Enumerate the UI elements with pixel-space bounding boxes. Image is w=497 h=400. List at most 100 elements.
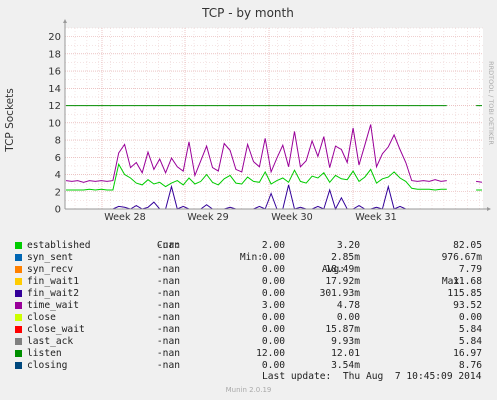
- y-tick-label: 4: [55, 170, 61, 181]
- legend-series-name: close: [27, 312, 56, 323]
- legend-min: 0.00: [261, 360, 285, 371]
- legend-swatch: [15, 266, 22, 273]
- legend-series-name: time_wait: [27, 300, 79, 311]
- legend-swatch: [15, 314, 22, 321]
- legend-max: 82.05: [453, 240, 482, 251]
- legend-min: 0.00: [261, 336, 285, 347]
- legend-max: 115.85: [447, 288, 482, 299]
- legend-header-cur: Cur:: [156, 240, 180, 251]
- chart-svg: 0 2 4 6 8 10 12 14 16 18 20 Week 28 Week 29 Week 30 We…: [4, 6, 495, 223]
- legend-min: 0.00: [261, 312, 285, 323]
- legend-series-name: closing: [27, 360, 68, 371]
- legend-swatch: [15, 338, 22, 345]
- legend-avg: 9.93m: [331, 336, 360, 347]
- legend-max: 5.84: [458, 324, 482, 335]
- y-tick-label: 16: [48, 67, 61, 78]
- legend-series-name: syn_recv: [27, 264, 74, 275]
- legend-row-established: established -nan 2.00 3.20 82.05: [0, 240, 497, 252]
- legend-swatch: [15, 290, 22, 297]
- series-line-time-wait: [65, 124, 483, 183]
- series-line-established: [66, 162, 482, 191]
- legend-swatch: [15, 326, 22, 333]
- legend-row-fin-wait2: fin_wait2 -nan 0.00 301.93m 115.85: [0, 288, 497, 300]
- legend-row-last-ack: last_ack -nan 0.00 9.93m 5.84: [0, 336, 497, 348]
- legend-row-time-wait: time_wait -nan 3.00 4.78 93.52: [0, 300, 497, 312]
- chart-title: TCP - by month: [201, 6, 294, 20]
- legend-max: 5.84: [458, 336, 482, 347]
- legend-series-name: fin_wait1: [27, 276, 79, 287]
- legend-min: 0.00: [261, 324, 285, 335]
- legend-row-syn-recv: syn_recv -nan 0.00 18.49m 7.79: [0, 264, 497, 276]
- x-tick-label: Week 31: [355, 212, 397, 223]
- x-tick-label: Week 29: [187, 212, 229, 223]
- legend-row-fin-wait1: fin_wait1 -nan 0.00 17.92m 11.68: [0, 276, 497, 288]
- legend-row-closing: closing -nan 0.00 3.54m 8.76: [0, 360, 497, 372]
- legend-row-close-wait: close_wait -nan 0.00 15.87m 5.84: [0, 324, 497, 336]
- legend-swatch: [15, 242, 22, 249]
- legend-max: 7.79: [458, 264, 482, 275]
- legend-header-max: Max:: [441, 276, 465, 287]
- legend-avg: 2.85m: [331, 252, 360, 263]
- legend-swatch: [15, 362, 22, 369]
- legend-avg: 12.01: [331, 348, 360, 359]
- y-axis-label: TCP Sockets: [4, 88, 16, 152]
- legend-series-name: close_wait: [27, 324, 85, 335]
- legend-avg: 3.20: [336, 240, 360, 251]
- rrdtool-watermark: RRDTOOL / TOBI OETIKER: [487, 61, 495, 145]
- legend-avg: 301.93m: [319, 288, 360, 299]
- legend-max: 93.52: [453, 300, 482, 311]
- legend-min: 2.00: [261, 240, 285, 251]
- legend-min: 0.00: [261, 264, 285, 275]
- legend-series-name: fin_wait2: [27, 288, 79, 299]
- y-tick-label: 8: [55, 136, 61, 147]
- y-tick-label: 0: [55, 205, 61, 216]
- legend-avg: 0.00: [336, 312, 360, 323]
- legend-cur: -nan: [156, 300, 180, 311]
- legend-cur: -nan: [156, 240, 180, 251]
- legend-max: 16.97: [453, 348, 482, 359]
- legend-header-min: Min:: [239, 252, 263, 263]
- legend-max: 8.76: [458, 360, 482, 371]
- legend-row-close: close -nan 0.00 0.00 0.00: [0, 312, 497, 324]
- last-update: Last update: Thu Aug 7 10:45:09 2014: [262, 371, 482, 382]
- x-tick-label: Week 30: [271, 212, 313, 223]
- munin-version: Munin 2.0.19: [225, 386, 272, 394]
- legend-avg: 4.78: [336, 300, 360, 311]
- y-tick-label: 6: [55, 153, 61, 164]
- legend-cur: -nan: [156, 324, 180, 335]
- legend-series-name: listen: [27, 348, 62, 359]
- legend-cur: -nan: [156, 336, 180, 347]
- legend-max: 976.67m: [441, 252, 482, 263]
- legend-row-listen: listen -nan 12.00 12.01 16.97: [0, 348, 497, 360]
- legend-avg: 18.49m: [325, 264, 360, 275]
- legend-cur: -nan: [156, 312, 180, 323]
- legend-min: 0.00: [261, 288, 285, 299]
- legend-avg: 15.87m: [325, 324, 360, 335]
- legend-avg: 17.92m: [325, 276, 360, 287]
- legend-cur: -nan: [156, 348, 180, 359]
- legend-min: 0.00: [261, 252, 285, 263]
- legend-swatch: [15, 254, 22, 261]
- legend-series-name: established: [27, 240, 91, 251]
- legend-min: 0.00: [261, 276, 285, 287]
- legend-row-syn-sent: syn_sent -nan 0.00 2.85m 976.67m: [0, 252, 497, 264]
- y-tick-label: 20: [48, 32, 61, 43]
- legend-series-name: last_ack: [27, 336, 74, 347]
- legend-cur: -nan: [156, 288, 180, 299]
- legend-avg: 3.54m: [331, 360, 360, 371]
- legend-max: 0.00: [458, 312, 482, 323]
- y-tick-label: 18: [48, 49, 61, 60]
- legend-max: 11.68: [453, 276, 482, 287]
- legend-swatch: [15, 302, 22, 309]
- x-axis-arrow: [487, 207, 491, 211]
- x-tick-label: Week 28: [104, 212, 146, 223]
- legend-min: 12.00: [256, 348, 285, 359]
- legend-cur: -nan: [156, 252, 180, 263]
- y-tick-label: 2: [55, 187, 61, 198]
- legend-header-avg: Avg:: [321, 264, 345, 275]
- legend-swatch: [15, 278, 22, 285]
- legend-min: 3.00: [261, 300, 285, 311]
- y-tick-label: 10: [48, 118, 61, 129]
- legend-series-name: syn_sent: [27, 252, 74, 263]
- y-tick-label: 14: [48, 84, 61, 95]
